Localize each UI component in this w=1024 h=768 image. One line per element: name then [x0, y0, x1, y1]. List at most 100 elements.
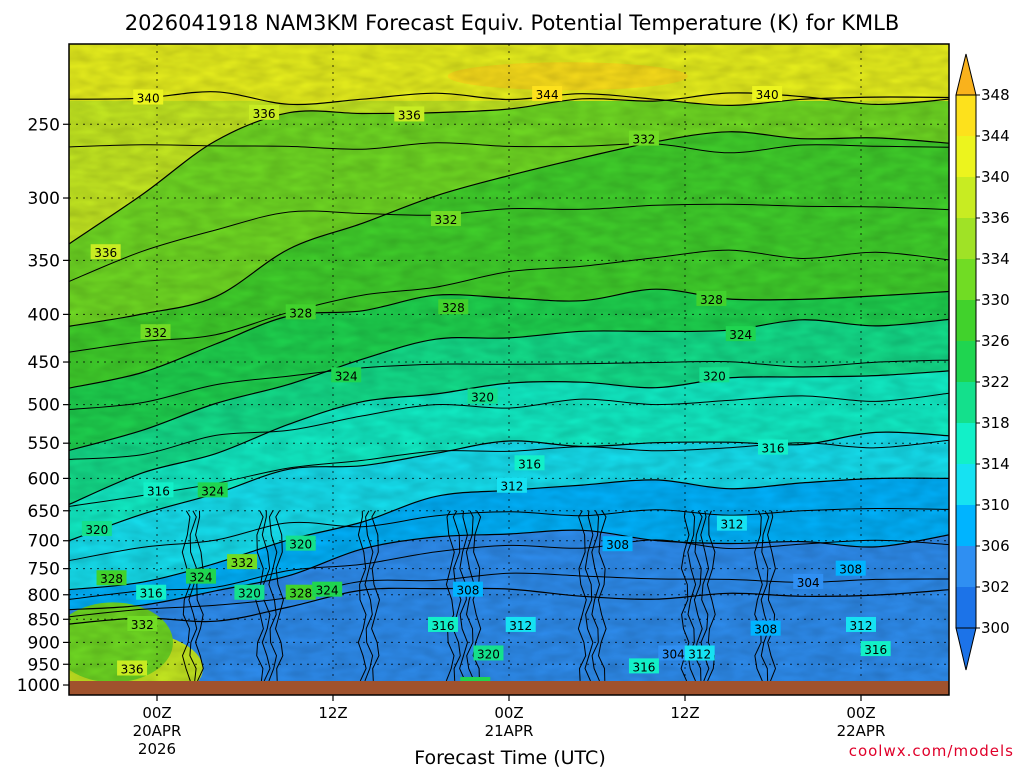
contour-label-bg — [452, 581, 483, 597]
contour-label: 308 — [456, 584, 479, 598]
colorbar-label: 326 — [981, 332, 1010, 350]
contour-label-bg — [312, 581, 343, 597]
y-tick-label: 850 — [28, 610, 60, 630]
isentrope-intermediate-328 — [69, 359, 949, 411]
plot-area: 340 344 340 336 336 332 332 336 332 328 328 328 324 3… — [69, 44, 949, 695]
contour-label-bg — [428, 616, 458, 632]
x-tick-label: 12Z — [318, 704, 347, 722]
contour-label-bg — [628, 130, 659, 146]
x-tick-date: 22APR — [837, 722, 886, 740]
contour-label: 308 — [606, 538, 629, 552]
contour-label-bg — [394, 106, 425, 122]
contour-label-bg — [197, 482, 228, 498]
colorbar-label: 336 — [981, 209, 1010, 227]
x-tick-label: 00Z — [142, 704, 171, 722]
contour-label: 308 — [754, 623, 777, 637]
lowlevel-contour — [357, 510, 367, 682]
contour-label-bg — [143, 482, 174, 498]
lowlevel-contour — [445, 510, 455, 682]
y-axis: 250 300 350 400 450 500 550 600 650 700 750 800 850 9… — [17, 115, 69, 696]
contour-label-bg — [285, 584, 316, 600]
contour-label: 320 — [471, 390, 494, 404]
contour-label-bg — [628, 658, 659, 674]
contour-label: 312 — [500, 480, 523, 494]
contour-label-bg — [438, 299, 469, 315]
colorbar-swatch-334 — [956, 218, 976, 259]
contour-label: 332 — [434, 213, 457, 227]
y-tick-label: 600 — [28, 469, 60, 489]
contour-label-bg — [860, 641, 891, 657]
lowlevel-contour — [584, 510, 594, 682]
isentrope-intermediate-336 — [69, 203, 949, 282]
contour-label-bg — [127, 616, 158, 632]
x-axis-title: Forecast Time (UTC) — [414, 747, 605, 768]
colorbar-swatch-344 — [956, 95, 976, 136]
contour-label-bg — [473, 645, 504, 661]
colorbar-swatch-314 — [956, 423, 976, 464]
contour-label-bg — [186, 568, 216, 584]
isentrope-intermediate-316 — [69, 507, 949, 562]
lowlevel-contour — [472, 510, 482, 681]
colorbar-label: 314 — [981, 455, 1010, 473]
colorbar: 300 302 306 310 314 318 322 326 330 334 336 340 344 3… — [955, 53, 1010, 671]
colorbar-swatch-310 — [956, 464, 976, 505]
colorbar-label: 310 — [981, 496, 1010, 514]
colorbar-swatch-300 — [956, 587, 976, 628]
contour-label: 332 — [131, 618, 154, 632]
contour-label-bg — [658, 645, 689, 661]
contour-label: 320 — [289, 538, 312, 552]
y-tick-label: 950 — [28, 655, 60, 675]
x-tick-label: 00Z — [494, 704, 523, 722]
contour-label: 324 — [316, 584, 339, 598]
colorbar-frame — [955, 94, 977, 629]
lowlevel-contour — [188, 510, 198, 681]
y-tick-label: 650 — [28, 502, 60, 522]
contour-label: 336 — [94, 246, 117, 260]
isentrope-320 — [69, 370, 949, 506]
lowlevel-contour — [577, 510, 587, 681]
contour-label-bg — [758, 439, 788, 455]
contour-label-bg — [467, 388, 498, 404]
contour-label: 320 — [85, 523, 108, 537]
contour-label: 312 — [509, 619, 532, 633]
contour-label-bg — [430, 211, 461, 227]
colorbar-swatch-322 — [956, 341, 976, 382]
ground-surface — [69, 681, 949, 695]
contour-label-bg — [725, 326, 756, 342]
y-tick-label: 1000 — [17, 676, 60, 696]
lowlevel-contour — [268, 510, 278, 682]
x-tick-label: 00Z — [846, 704, 875, 722]
contour-label: 320 — [477, 647, 500, 661]
y-tick-label: 450 — [28, 353, 60, 373]
contour-label: 316 — [518, 457, 541, 471]
colorbar-label: 300 — [981, 619, 1010, 637]
colorbar-label: 334 — [981, 250, 1010, 268]
contour-label: 312 — [720, 518, 743, 532]
credit-text: coolwx.com/models — [849, 742, 1014, 760]
lowlevel-contour — [767, 510, 777, 682]
contour-label: 312 — [850, 619, 873, 633]
colorbar-label: 340 — [981, 168, 1010, 186]
contour-label: 336 — [398, 108, 421, 122]
colorbar-swatch-336 — [956, 177, 976, 218]
contour-label-bg — [117, 660, 148, 676]
contour-label-bg — [234, 584, 265, 600]
contour-label-bg — [716, 515, 747, 531]
contour-label-bg — [90, 244, 121, 260]
contour-label: 328 — [289, 587, 312, 601]
colorbar-label: 306 — [981, 537, 1010, 555]
contour-label-bg — [532, 86, 563, 102]
y-tick-label: 750 — [28, 560, 60, 580]
colorbar-swatch-330 — [956, 259, 976, 300]
isentrope-340 — [69, 91, 949, 107]
contour-label: 332 — [231, 556, 254, 570]
contour-label-bg — [249, 104, 280, 120]
colorbar-swatch-306 — [956, 505, 976, 546]
contour-label-bg — [684, 645, 715, 661]
lowlevel-contour — [261, 510, 271, 682]
contour-label: 320 — [238, 587, 261, 601]
lowlevel-contour — [274, 510, 284, 681]
contour-label: 340 — [756, 88, 779, 102]
